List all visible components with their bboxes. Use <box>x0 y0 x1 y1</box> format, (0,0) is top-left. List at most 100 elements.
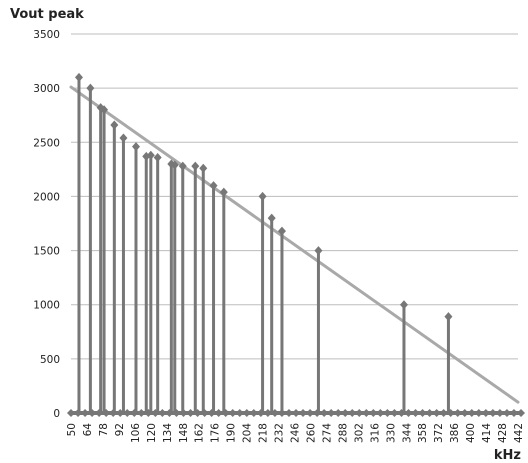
x-tick-label-106: 106 <box>130 423 142 443</box>
stem-marker-22 <box>444 312 453 322</box>
x-tick-label-92: 92 <box>114 423 126 436</box>
x-tick-label-400: 400 <box>465 423 477 443</box>
x-tick-label-246: 246 <box>290 423 302 443</box>
zero-marker <box>460 409 469 417</box>
zero-marker <box>81 409 90 417</box>
stem-marker-8 <box>146 150 155 160</box>
zero-marker <box>327 409 336 417</box>
zero-marker <box>186 409 195 417</box>
x-tick-label-386: 386 <box>449 423 461 443</box>
zero-marker <box>235 409 244 417</box>
zero-marker <box>481 409 490 417</box>
stem-marker-6 <box>131 142 140 152</box>
stem-marker-9 <box>153 152 162 162</box>
stem-marker-15 <box>209 181 218 191</box>
zero-marker <box>369 409 378 417</box>
zero-marker <box>67 409 75 417</box>
zero-marker <box>488 409 497 417</box>
stem-marker-12 <box>178 161 187 171</box>
x-tick-label-78: 78 <box>98 423 110 436</box>
zero-marker <box>158 409 167 417</box>
zero-marker <box>214 409 223 417</box>
x-tick-label-344: 344 <box>401 423 413 443</box>
x-tick-label-428: 428 <box>497 423 509 443</box>
zero-marker <box>495 409 504 417</box>
y-tick-labels: 0 500 1000 1500 2000 2500 3000 3500 <box>33 29 60 420</box>
x-tick-label-442: 442 <box>513 423 525 443</box>
zero-marker <box>242 409 251 417</box>
zero-marker <box>502 409 511 417</box>
zero-marker <box>249 409 258 417</box>
y-tick-label-1500: 1500 <box>33 246 60 258</box>
stem-marker-4 <box>110 120 119 130</box>
x-tick-label-288: 288 <box>337 423 349 443</box>
x-tick-label-120: 120 <box>146 423 158 443</box>
y-tick-label-1000: 1000 <box>33 300 60 312</box>
zero-marker <box>425 409 434 417</box>
stem-marker-20 <box>314 246 323 256</box>
zero-marker <box>383 409 392 417</box>
x-axis-title: kHz <box>494 448 521 463</box>
stem-marker-0 <box>74 72 83 82</box>
x-tick-label-316: 316 <box>369 423 381 443</box>
zero-marker <box>517 409 525 417</box>
zero-marker <box>123 409 132 417</box>
zero-marker <box>432 409 441 417</box>
zero-marker <box>467 409 476 417</box>
zero-marker <box>509 409 518 417</box>
zero-marker <box>418 409 427 417</box>
zero-marker <box>453 409 462 417</box>
zero-marker <box>411 409 420 417</box>
x-tick-label-260: 260 <box>305 423 317 443</box>
zero-marker <box>334 409 343 417</box>
zero-marker <box>306 409 315 417</box>
stem-marker-13 <box>191 161 200 171</box>
x-tick-label-134: 134 <box>162 423 174 443</box>
x-tick-label-302: 302 <box>353 423 365 443</box>
y-tick-label-3500: 3500 <box>33 29 60 41</box>
stem-marker-14 <box>199 163 208 173</box>
zero-marker <box>348 409 357 417</box>
zero-marker <box>390 409 399 417</box>
zero-marker <box>376 409 385 417</box>
x-tick-label-204: 204 <box>242 423 254 443</box>
zero-marker <box>263 409 272 417</box>
y-tick-label-500: 500 <box>40 354 60 366</box>
zero-marker <box>292 409 300 417</box>
x-tick-label-232: 232 <box>274 423 286 443</box>
stem-series <box>67 72 525 417</box>
stem-marker-18 <box>267 213 276 223</box>
x-tick-label-358: 358 <box>417 423 429 443</box>
zero-marker <box>284 409 293 417</box>
y-tick-label-2000: 2000 <box>33 191 60 203</box>
x-tick-label-414: 414 <box>481 423 493 443</box>
stem-marker-17 <box>258 191 267 201</box>
trendline <box>69 85 520 404</box>
zero-marker <box>439 409 448 417</box>
zero-marker <box>320 409 329 417</box>
stem-marker-5 <box>119 133 128 143</box>
x-tick-label-50: 50 <box>66 423 78 436</box>
zero-marker <box>299 409 308 417</box>
zero-marker <box>341 409 350 417</box>
zero-marker <box>355 409 364 417</box>
x-tick-label-148: 148 <box>178 423 190 443</box>
x-tick-label-190: 190 <box>226 423 238 443</box>
zero-marker <box>404 409 413 417</box>
x-tick-label-162: 162 <box>194 423 206 443</box>
stem-marker-11 <box>170 160 179 170</box>
zero-marker <box>474 409 483 417</box>
y-tick-label-0: 0 <box>53 408 60 420</box>
stem-marker-1 <box>86 83 95 93</box>
x-tick-label-274: 274 <box>321 423 333 443</box>
x-tick-labels: 50 64 78 92 106 120 134 148 162 176 190 204 218 232 24… <box>66 423 525 443</box>
zero-marker <box>137 409 146 417</box>
x-tick-label-64: 64 <box>82 423 94 437</box>
x-tick-label-330: 330 <box>385 423 397 443</box>
stem-marker-19 <box>277 226 286 236</box>
x-tick-label-372: 372 <box>433 423 445 443</box>
trendline-group <box>69 85 520 404</box>
y-axis-title: Vout peak <box>10 7 84 22</box>
x-tick-label-176: 176 <box>210 423 222 443</box>
